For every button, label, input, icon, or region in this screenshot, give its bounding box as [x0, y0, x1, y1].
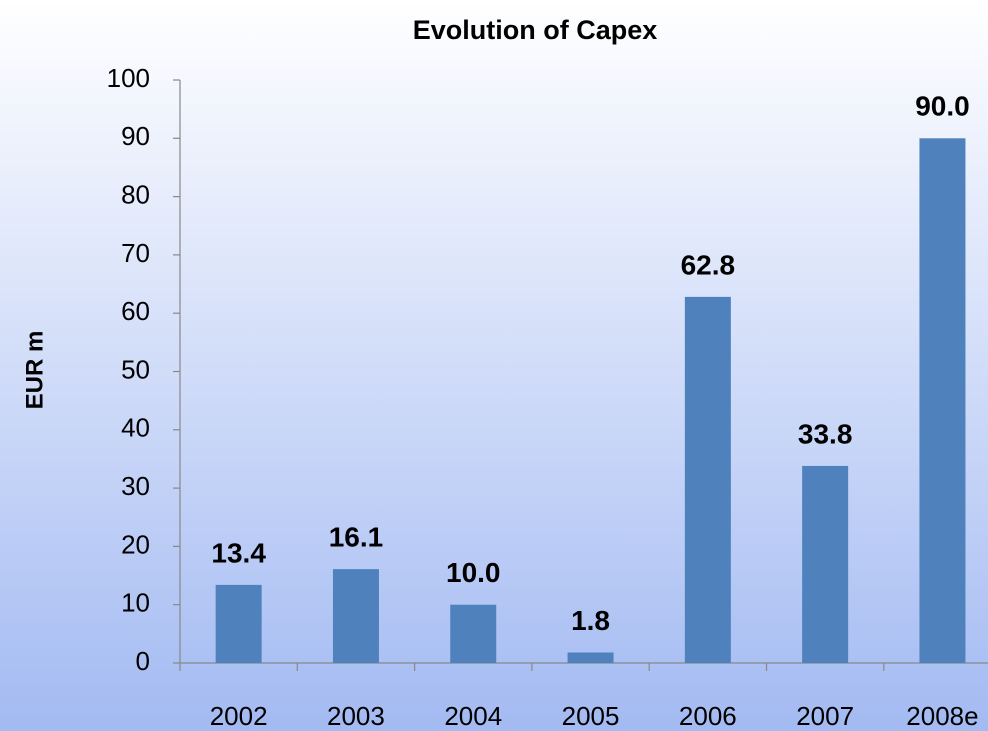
value-label: 16.1 [329, 522, 384, 553]
x-tick-label: 2005 [562, 701, 620, 731]
bar [215, 584, 262, 663]
bar [332, 569, 379, 663]
value-label: 1.8 [571, 605, 610, 636]
chart-title: Evolution of Capex [413, 15, 658, 45]
x-tick-label: 2006 [679, 701, 737, 731]
y-tick-label: 80 [121, 179, 150, 209]
x-tick-label: 2002 [210, 701, 268, 731]
y-tick-label: 0 [136, 646, 150, 676]
bar [450, 604, 497, 663]
y-tick-label: 40 [121, 413, 150, 443]
x-tick-label: 2007 [796, 701, 854, 731]
bar [802, 465, 849, 663]
y-tick-label: 100 [107, 63, 150, 93]
y-axis-label: EUR m [21, 331, 48, 410]
y-tick-label: 30 [121, 471, 150, 501]
x-tick-label: 2004 [444, 701, 502, 731]
bar [919, 138, 966, 664]
value-label: 33.8 [798, 418, 853, 449]
value-label: 62.8 [681, 249, 736, 280]
y-tick-label: 70 [121, 238, 150, 268]
y-tick-label: 50 [121, 354, 150, 384]
y-tick-label: 10 [121, 588, 150, 618]
x-tick-label: 2003 [327, 701, 385, 731]
x-tick-label: 2008e [906, 701, 978, 731]
value-label: 10.0 [446, 557, 501, 588]
y-tick-label: 90 [121, 121, 150, 151]
bar [684, 296, 731, 663]
value-label: 90.0 [915, 91, 970, 122]
value-label: 13.4 [211, 537, 266, 568]
y-tick-label: 60 [121, 296, 150, 326]
bar [567, 652, 614, 663]
y-tick-label: 20 [121, 529, 150, 559]
